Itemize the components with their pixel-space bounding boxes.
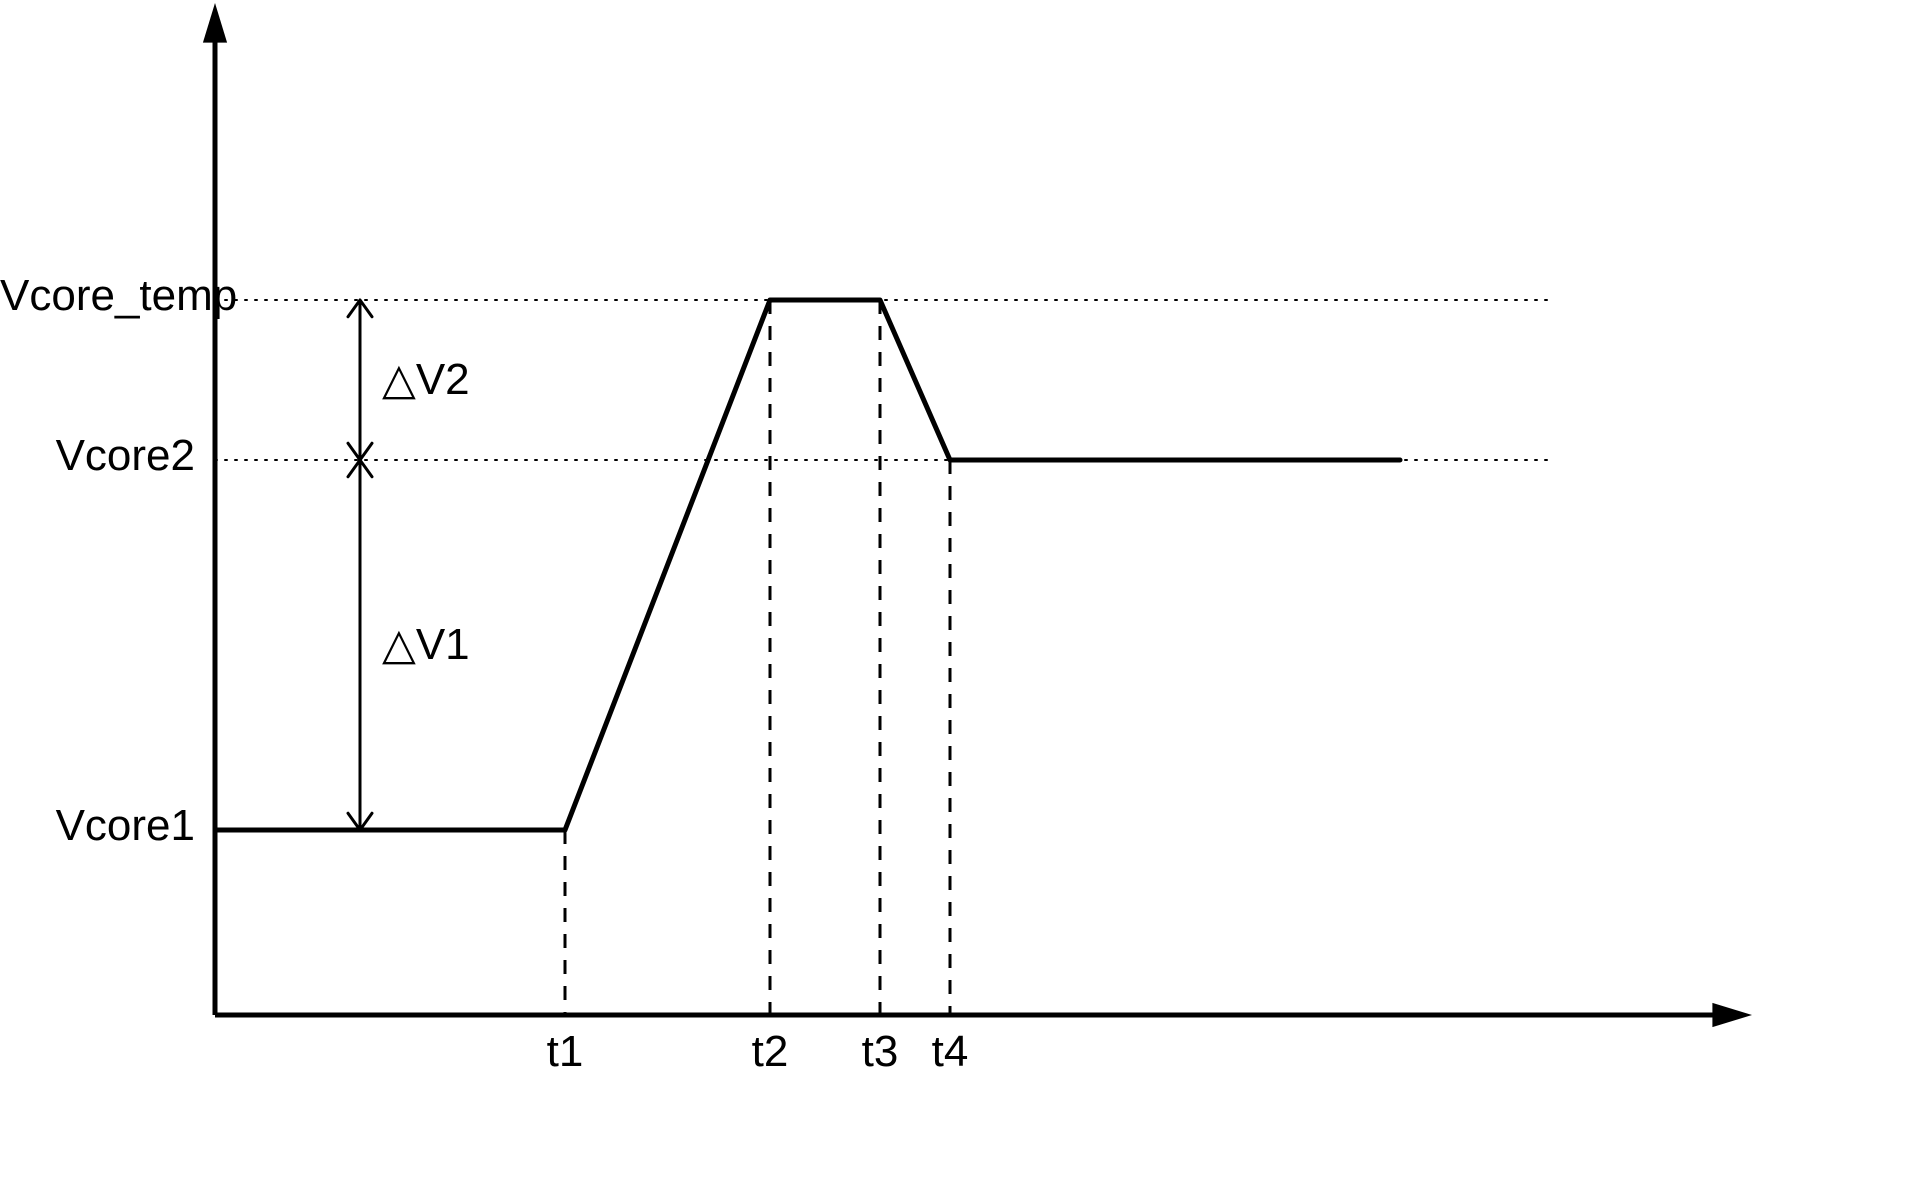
y-label-vcore1: Vcore1 bbox=[0, 801, 195, 851]
x-label-t3: t3 bbox=[862, 1027, 899, 1077]
x-label-t4: t4 bbox=[932, 1027, 969, 1077]
x-label-t1: t1 bbox=[547, 1027, 584, 1077]
y-label-vcore2: Vcore2 bbox=[0, 431, 195, 481]
y-label-vcore-temp: Vcore_temp bbox=[0, 271, 195, 321]
y-axis-arrow bbox=[203, 3, 227, 43]
x-axis-arrow bbox=[1712, 1003, 1752, 1027]
delta-v2-label: △V2 bbox=[382, 354, 470, 405]
voltage-timing-diagram: Vcore_temp Vcore2 Vcore1 t1 t2 t3 t4 △V2… bbox=[0, 0, 1909, 1184]
x-label-t2: t2 bbox=[752, 1027, 789, 1077]
delta-v1-label: △V1 bbox=[382, 619, 470, 670]
diagram-svg bbox=[0, 0, 1909, 1184]
